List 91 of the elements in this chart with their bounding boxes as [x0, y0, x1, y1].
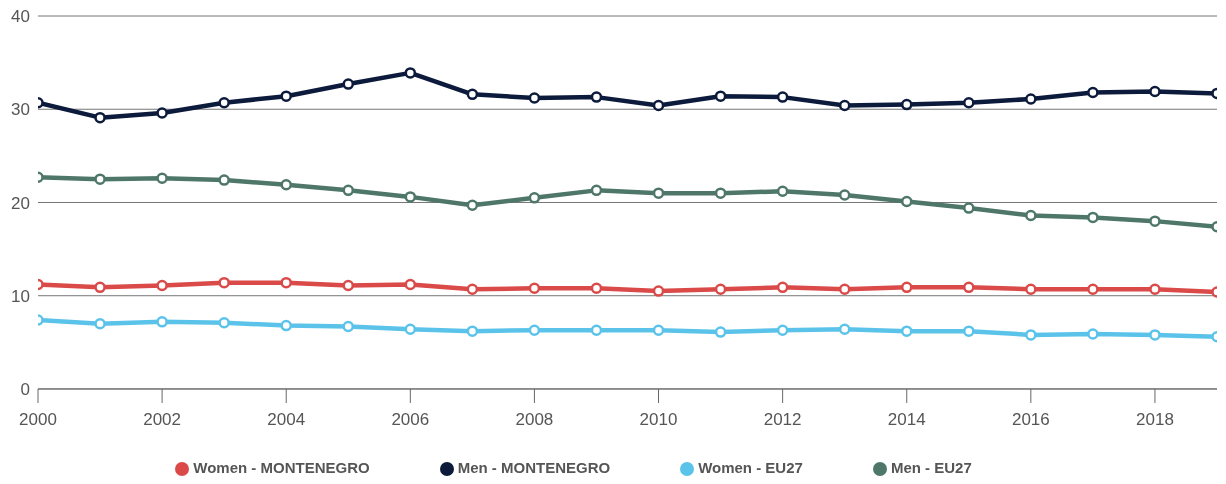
point	[218, 276, 230, 289]
point	[652, 99, 665, 112]
x-tick-label: 2008	[515, 410, 554, 430]
point	[963, 281, 975, 294]
point	[528, 324, 541, 336]
point	[838, 283, 851, 295]
point	[1149, 329, 1161, 341]
point	[1087, 328, 1099, 340]
y-tick-label: 20	[11, 193, 30, 213]
point	[342, 184, 355, 197]
x-tick-label: 2014	[887, 410, 926, 430]
x-tick-label: 2006	[391, 410, 430, 430]
point	[466, 283, 479, 295]
point	[963, 202, 975, 214]
point	[652, 285, 665, 297]
x-tick-label: 2012	[763, 410, 802, 430]
x-tick-label: 2002	[143, 410, 182, 430]
point	[652, 324, 665, 336]
y-tick-label: 40	[11, 7, 30, 27]
point	[94, 173, 106, 185]
point	[94, 281, 106, 294]
point	[280, 179, 292, 191]
point	[590, 184, 603, 197]
y-tick-label: 30	[11, 100, 30, 120]
x-tick-label: 2004	[267, 410, 306, 430]
point	[528, 92, 541, 104]
y-tick-label: 0	[20, 380, 30, 399]
point	[404, 323, 417, 336]
point	[342, 279, 355, 292]
point	[1149, 85, 1161, 98]
point	[466, 88, 479, 101]
legend-label: Men - MONTENEGRO	[457, 458, 611, 476]
point	[280, 276, 292, 289]
point	[714, 283, 727, 295]
point	[218, 317, 230, 329]
point	[963, 96, 975, 109]
point	[590, 91, 603, 103]
point	[156, 279, 168, 292]
point	[590, 324, 603, 336]
point	[342, 78, 355, 90]
point	[94, 111, 106, 124]
point	[963, 325, 975, 337]
point	[900, 281, 913, 294]
point	[900, 98, 913, 111]
point	[590, 282, 603, 295]
x-tick-label: 2000	[19, 410, 57, 430]
point	[714, 187, 727, 199]
point	[900, 195, 913, 208]
point	[528, 282, 541, 295]
point	[218, 96, 230, 109]
point	[156, 107, 168, 119]
point	[900, 325, 913, 337]
x-tick-label: 2010	[639, 410, 678, 430]
point	[528, 192, 541, 204]
point	[156, 172, 168, 184]
point	[218, 174, 230, 186]
point	[1087, 86, 1099, 99]
point	[1149, 215, 1161, 227]
point	[714, 90, 727, 102]
point	[404, 191, 417, 203]
legend-label: Women - EU27	[698, 458, 803, 476]
point	[404, 67, 417, 79]
point	[342, 320, 355, 333]
point	[776, 91, 789, 103]
point	[838, 189, 851, 201]
legend-label: Men - EU27	[890, 458, 972, 476]
point	[1149, 283, 1161, 295]
point	[838, 99, 851, 112]
point	[280, 90, 292, 102]
point	[466, 325, 479, 337]
point	[714, 326, 727, 338]
point	[404, 278, 417, 291]
point	[1025, 283, 1037, 295]
point	[838, 323, 851, 336]
point	[1025, 209, 1037, 222]
point	[1087, 211, 1099, 224]
point	[776, 185, 789, 198]
point	[94, 317, 106, 330]
point	[776, 281, 789, 294]
legend-label: Women - MONTENEGRO	[193, 458, 370, 476]
point	[1087, 283, 1099, 295]
x-tick-label: 2018	[1136, 410, 1174, 430]
point	[1025, 93, 1037, 105]
point	[1025, 329, 1037, 341]
point	[156, 316, 168, 328]
x-tick-label: 2016	[1011, 410, 1050, 430]
point	[466, 199, 479, 212]
point	[652, 187, 665, 199]
point	[776, 324, 789, 336]
y-tick-label: 10	[11, 286, 30, 306]
point	[280, 319, 292, 332]
